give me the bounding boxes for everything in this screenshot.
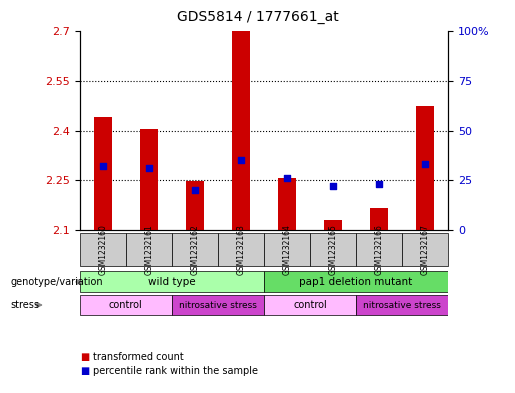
Point	[375, 181, 383, 187]
Point	[329, 183, 337, 189]
Text: percentile rank within the sample: percentile rank within the sample	[93, 366, 258, 376]
Point	[99, 163, 107, 169]
Bar	[80, 296, 172, 315]
Text: GSM1232164: GSM1232164	[282, 224, 291, 275]
Bar	[172, 296, 264, 315]
Bar	[324, 220, 342, 230]
Text: ■: ■	[80, 366, 89, 376]
Text: stress: stress	[10, 300, 39, 310]
Bar	[264, 296, 356, 315]
Text: transformed count: transformed count	[93, 352, 183, 362]
Bar	[416, 106, 434, 230]
Point	[237, 157, 245, 163]
Text: GSM1232162: GSM1232162	[191, 224, 199, 275]
Text: nitrosative stress: nitrosative stress	[179, 301, 257, 310]
Bar	[370, 208, 388, 230]
Bar	[356, 233, 402, 266]
Bar	[402, 233, 448, 266]
Bar	[172, 233, 218, 266]
Text: GSM1232165: GSM1232165	[329, 224, 337, 275]
Text: GSM1232166: GSM1232166	[374, 224, 384, 275]
Text: GDS5814 / 1777661_at: GDS5814 / 1777661_at	[177, 10, 338, 24]
Bar	[80, 271, 264, 292]
Text: GSM1232167: GSM1232167	[421, 224, 430, 275]
Text: control: control	[109, 300, 143, 310]
Bar	[278, 178, 296, 230]
Text: ■: ■	[80, 352, 89, 362]
Point	[283, 175, 291, 182]
Bar	[264, 233, 310, 266]
Bar	[232, 31, 250, 230]
Text: pap1 deletion mutant: pap1 deletion mutant	[299, 277, 413, 287]
Bar	[94, 118, 112, 230]
Text: wild type: wild type	[148, 277, 196, 287]
Point	[191, 187, 199, 193]
Bar	[80, 233, 126, 266]
Bar	[140, 129, 158, 230]
Text: GSM1232163: GSM1232163	[236, 224, 246, 275]
Point	[145, 165, 153, 171]
Bar	[356, 296, 448, 315]
Text: control: control	[293, 300, 327, 310]
Point	[421, 161, 429, 167]
Text: GSM1232161: GSM1232161	[144, 224, 153, 275]
Text: GSM1232160: GSM1232160	[98, 224, 107, 275]
Bar	[264, 271, 448, 292]
Text: genotype/variation: genotype/variation	[10, 277, 103, 287]
Bar	[186, 181, 204, 230]
Bar	[218, 233, 264, 266]
Bar	[310, 233, 356, 266]
Bar	[126, 233, 172, 266]
Text: nitrosative stress: nitrosative stress	[363, 301, 441, 310]
